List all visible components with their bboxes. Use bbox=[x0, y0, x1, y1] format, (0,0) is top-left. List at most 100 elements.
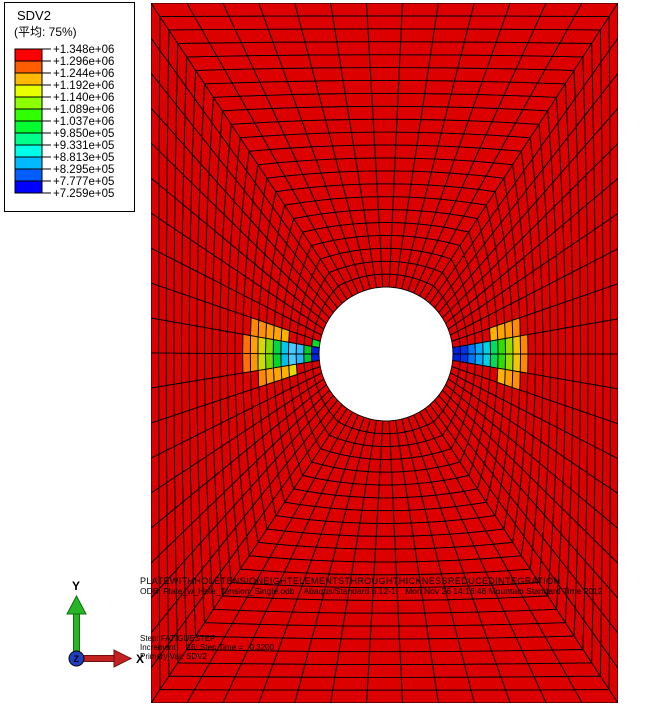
mesh-element bbox=[447, 93, 479, 109]
mesh-element bbox=[158, 481, 168, 523]
mesh-element bbox=[512, 335, 521, 355]
mesh-element bbox=[314, 612, 346, 627]
mesh-element bbox=[219, 306, 229, 333]
mesh-element bbox=[372, 105, 399, 120]
mesh-element bbox=[314, 80, 346, 95]
mesh-element bbox=[534, 353, 544, 377]
mesh-element bbox=[586, 228, 596, 266]
mesh-element bbox=[371, 92, 399, 107]
mesh-element bbox=[548, 254, 558, 285]
mesh-element bbox=[311, 67, 344, 82]
mesh-element bbox=[563, 244, 573, 277]
mesh-element bbox=[196, 271, 206, 303]
mesh-element bbox=[602, 251, 611, 290]
mesh-element bbox=[587, 412, 596, 448]
mesh-element bbox=[573, 689, 618, 703]
mesh-element bbox=[173, 412, 183, 448]
mesh-element bbox=[377, 497, 394, 512]
mesh-element bbox=[151, 352, 160, 389]
mesh-element bbox=[265, 337, 274, 355]
mesh-element bbox=[226, 330, 236, 354]
mesh-element bbox=[361, 496, 379, 512]
mesh-element bbox=[534, 374, 544, 399]
mesh-element bbox=[389, 445, 402, 460]
mesh-element bbox=[497, 353, 506, 370]
mesh-element bbox=[181, 437, 191, 474]
mesh-element bbox=[430, 533, 456, 549]
mesh-element bbox=[416, 560, 442, 575]
mesh-element bbox=[310, 353, 320, 363]
mesh-element bbox=[301, 663, 338, 678]
mesh-element bbox=[262, 676, 303, 691]
mesh-element bbox=[249, 353, 259, 373]
mesh-element bbox=[431, 663, 469, 678]
mesh-element bbox=[578, 203, 588, 241]
mesh-element bbox=[380, 446, 392, 460]
mesh-element bbox=[377, 209, 394, 223]
mesh-element bbox=[602, 450, 611, 490]
mesh-element bbox=[234, 28, 274, 44]
mesh-element bbox=[328, 560, 355, 575]
mesh-element bbox=[541, 283, 551, 311]
mesh-element bbox=[181, 466, 192, 503]
mesh-element bbox=[295, 353, 305, 365]
mesh-element bbox=[368, 651, 402, 665]
mesh-element bbox=[345, 196, 365, 212]
mesh-element bbox=[481, 623, 517, 639]
mesh-element bbox=[519, 371, 529, 394]
mesh-element bbox=[602, 217, 611, 258]
mesh-element bbox=[428, 54, 462, 69]
mesh-element bbox=[388, 419, 399, 435]
mesh-element bbox=[340, 67, 372, 82]
mesh-element bbox=[228, 676, 269, 691]
mesh-element bbox=[400, 15, 437, 30]
mesh-element bbox=[608, 621, 618, 669]
mesh-element bbox=[220, 418, 230, 448]
mesh-element bbox=[342, 183, 363, 199]
mesh-element bbox=[435, 3, 475, 17]
mesh-element bbox=[338, 638, 371, 653]
mesh-element bbox=[204, 300, 213, 330]
mesh-element bbox=[489, 339, 499, 355]
mesh-element bbox=[174, 471, 184, 510]
mesh-element bbox=[301, 119, 330, 135]
mesh-element bbox=[211, 376, 221, 404]
mesh-element bbox=[369, 625, 400, 640]
mesh-element bbox=[539, 689, 583, 703]
mesh-element bbox=[334, 28, 370, 43]
legend-tick-label: +1.192e+06 bbox=[53, 80, 114, 92]
mesh-element bbox=[181, 381, 190, 414]
mesh-element bbox=[452, 345, 461, 355]
mesh-element bbox=[579, 410, 589, 444]
mesh-element bbox=[151, 419, 160, 459]
mesh-element bbox=[219, 374, 229, 401]
mesh-element bbox=[173, 352, 183, 385]
contour-plot[interactable] bbox=[151, 3, 618, 703]
mesh-element bbox=[186, 689, 230, 703]
mesh-element bbox=[151, 72, 160, 119]
mesh-element bbox=[151, 587, 160, 634]
mesh-element bbox=[474, 353, 484, 367]
mesh-element bbox=[609, 554, 618, 599]
mesh-element bbox=[277, 54, 313, 69]
mesh-element bbox=[512, 353, 521, 373]
mesh-element bbox=[158, 285, 167, 322]
mesh-element bbox=[158, 449, 168, 489]
mesh-element bbox=[390, 458, 404, 473]
mesh-element bbox=[346, 105, 374, 120]
mesh-element bbox=[534, 331, 544, 355]
mesh-element bbox=[211, 352, 221, 379]
mesh-element bbox=[571, 407, 581, 440]
legend-title: SDV2 bbox=[17, 8, 51, 23]
mesh-element bbox=[204, 352, 213, 380]
mesh-element bbox=[431, 28, 469, 43]
mesh-element bbox=[367, 664, 402, 678]
mesh-element bbox=[277, 637, 313, 652]
mesh-element bbox=[242, 371, 252, 393]
mesh-element bbox=[572, 296, 581, 328]
mesh-element bbox=[474, 341, 484, 355]
y-axis-arrow bbox=[66, 594, 87, 660]
mesh-element bbox=[204, 401, 214, 432]
mesh-element bbox=[489, 353, 499, 369]
mesh-element bbox=[504, 3, 547, 17]
